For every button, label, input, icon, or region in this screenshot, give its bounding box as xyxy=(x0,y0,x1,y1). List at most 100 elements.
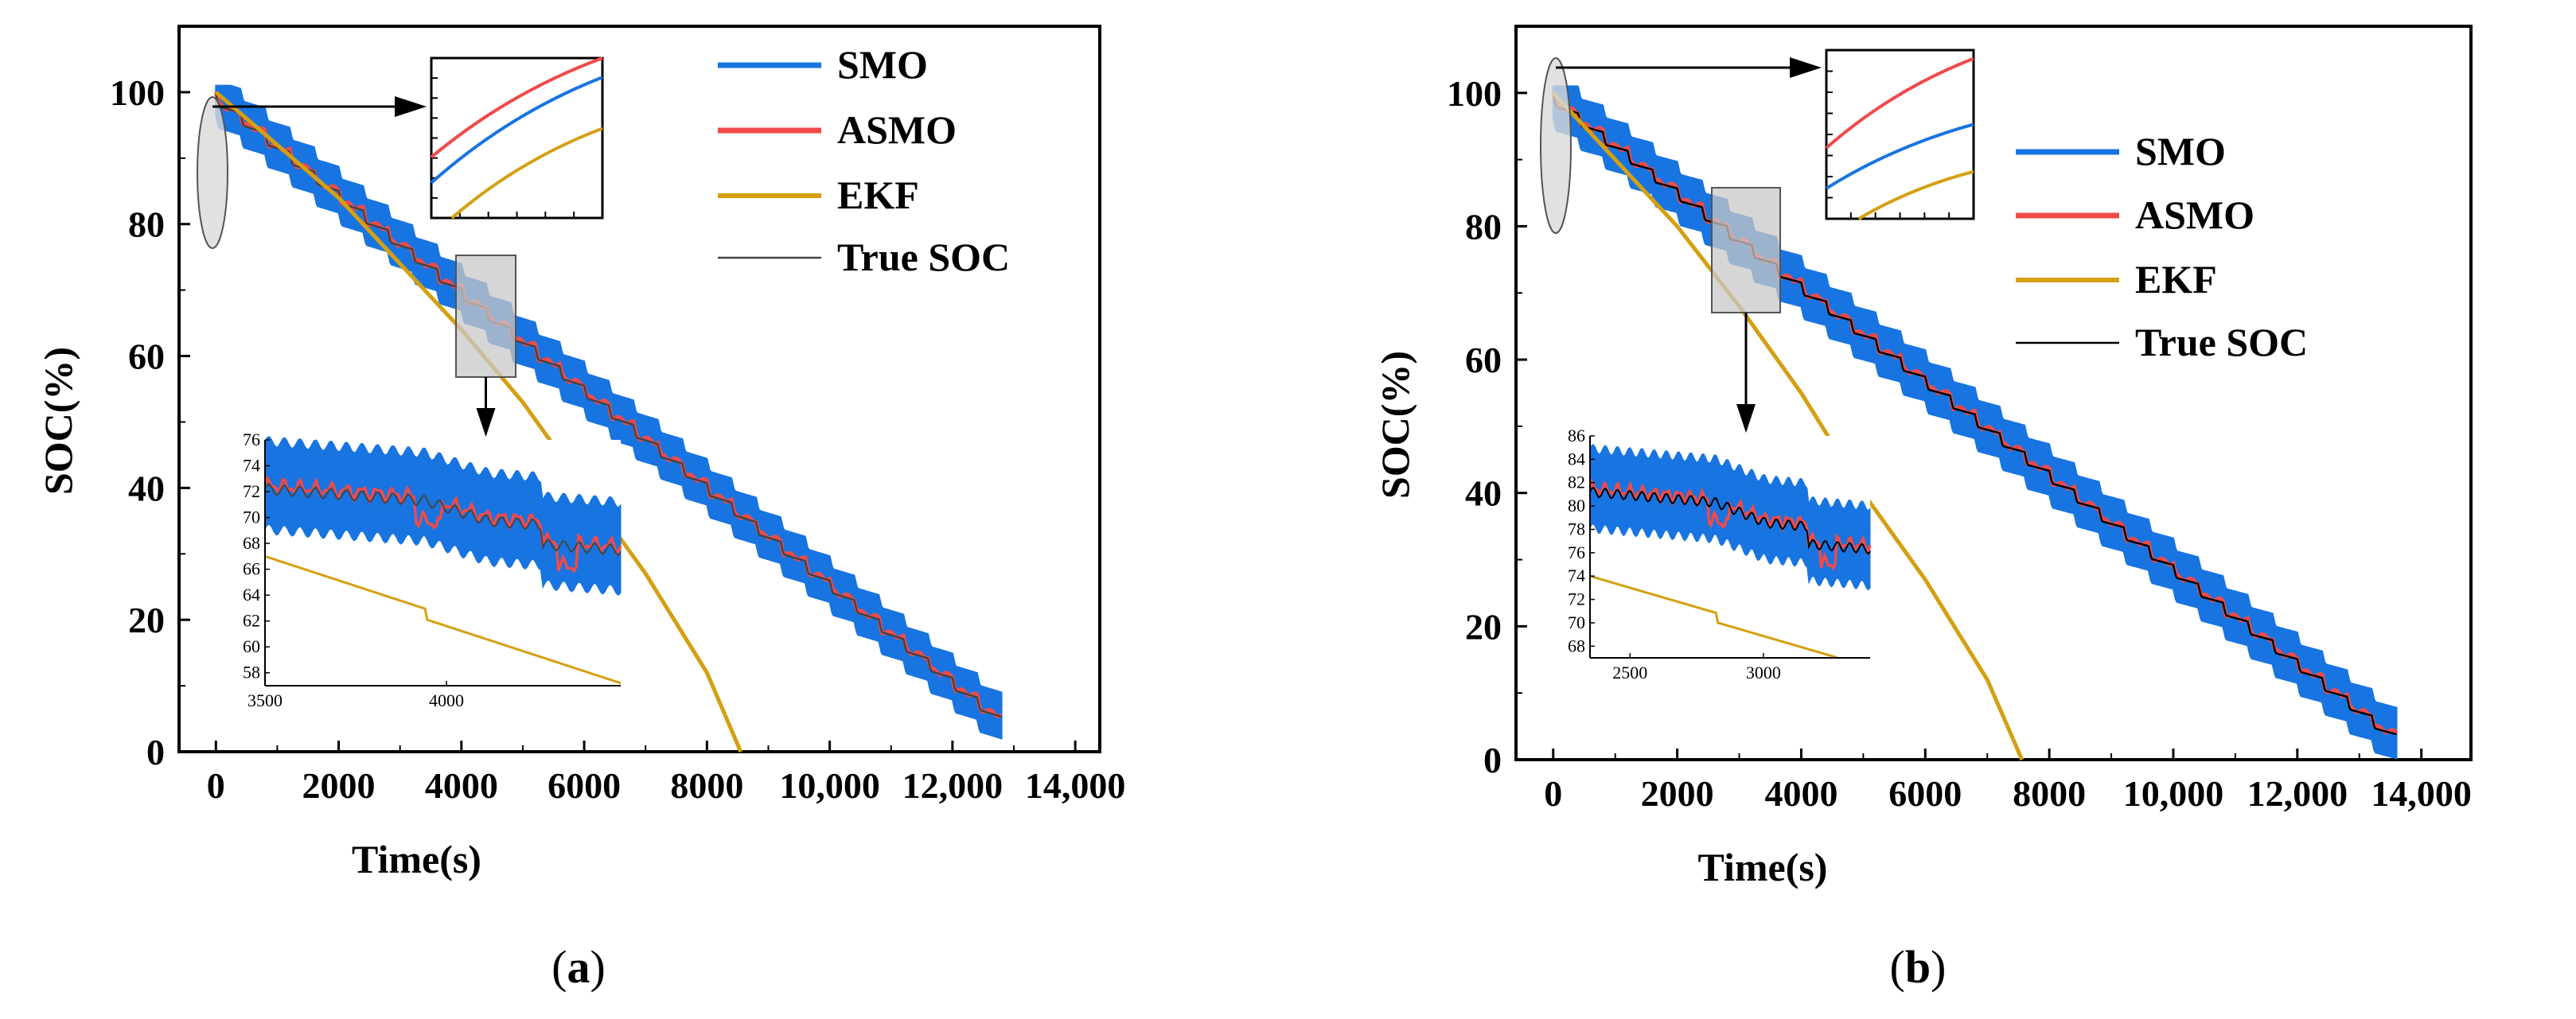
plot-frame xyxy=(1514,25,2473,761)
legend: SMO ASMO EKF True SOC xyxy=(2016,129,2308,364)
x-tick-label: 6000 xyxy=(1888,773,1962,814)
inset-ekf-curve xyxy=(450,126,603,220)
y-tick-label: 20 xyxy=(1465,606,1502,647)
y-tick-label: 80 xyxy=(128,204,165,245)
y-tick-label: 40 xyxy=(1465,473,1502,514)
zoom-arrowhead xyxy=(395,96,427,117)
x-tick-label: 4000 xyxy=(425,765,498,806)
zoom-region-box xyxy=(1711,187,1781,313)
inset-x-tick-label: 3500 xyxy=(247,690,283,710)
chart-panel-b: 0 2000 4000 6000 8000 10,000 12,000 14,000 0 20 40… xyxy=(1373,25,2473,993)
start-highlight-ellipse xyxy=(1540,57,1572,234)
panel-caption: (b) xyxy=(1890,941,1947,993)
x-tick-label: 0 xyxy=(207,765,225,806)
x-axis-label: Time(s) xyxy=(1698,845,1828,889)
caption-close: ) xyxy=(590,941,606,993)
y-tick-label: 0 xyxy=(1483,740,1502,780)
inset-ekf-line xyxy=(1589,574,1837,659)
y-tick-label: 100 xyxy=(1447,73,1502,114)
legend-label: EKF xyxy=(2135,257,2217,301)
ekf-line xyxy=(1551,91,2025,760)
legend-label: SMO xyxy=(2135,129,2226,173)
inset-smo-curve xyxy=(1825,123,1974,190)
x-tick-label: 6000 xyxy=(548,765,621,806)
zoom-region-box xyxy=(455,255,516,378)
inset-y-tick-label: 70 xyxy=(243,508,260,527)
inset-smo-curve xyxy=(430,76,603,185)
x-tick-label: 0 xyxy=(1544,773,1562,814)
inset-y-tick-label: 72 xyxy=(1568,589,1585,609)
x-tick-label: 12,000 xyxy=(2247,773,2348,814)
x-tick-label: 14,000 xyxy=(2371,773,2472,814)
caption-open: ( xyxy=(551,941,567,993)
inset-ekf-line xyxy=(264,554,622,685)
legend-label: True SOC xyxy=(837,235,1010,279)
x-tick-label: 8000 xyxy=(2013,773,2086,814)
zoom-down-arrowhead xyxy=(1736,404,1756,433)
y-axis-label: SOC(%) xyxy=(1373,351,1417,499)
x-tick-label: 4000 xyxy=(1764,773,1837,814)
y-axis-label: SOC(%) xyxy=(36,347,80,495)
inset-y-tick-label: 68 xyxy=(1568,636,1585,655)
true-soc-line xyxy=(1552,94,2397,736)
inset-ekf-curve xyxy=(1857,169,1974,220)
inset-y-tick-label: 76 xyxy=(1568,543,1585,562)
start-detail-inset xyxy=(1825,49,1975,220)
start-highlight-ellipse xyxy=(197,96,228,249)
inset-asmo-curve xyxy=(430,56,603,159)
inset-y-tick-label: 82 xyxy=(1568,473,1585,492)
x-tick-label: 12,000 xyxy=(902,765,1004,806)
start-detail-inset xyxy=(430,56,604,220)
inset-x-tick-label: 3000 xyxy=(1746,663,1781,683)
legend-label: SMO xyxy=(837,42,928,87)
inset-y-tick-label: 64 xyxy=(243,585,260,605)
inset-y-tick-label: 70 xyxy=(1568,613,1585,632)
zoom-inset: 58 60 62 64 66 68 70 72 74 76 3500 4000 xyxy=(243,430,622,710)
caption-open: ( xyxy=(1890,941,1905,993)
inset-y-tick-label: 78 xyxy=(1568,519,1585,539)
y-tick-label: 0 xyxy=(146,732,165,772)
y-tick-label: 60 xyxy=(1465,340,1502,380)
zoom-arrowhead xyxy=(1790,57,1822,78)
legend: SMO ASMO EKF True SOC xyxy=(718,42,1010,279)
inset-y-tick-label: 80 xyxy=(1568,496,1585,515)
inset-y-tick-label: 76 xyxy=(243,430,260,449)
legend-label: True SOC xyxy=(2135,320,2308,364)
inset-smo-band xyxy=(264,436,622,596)
x-tick-label: 2000 xyxy=(302,765,376,806)
caption-close: ) xyxy=(1931,941,1946,993)
inset-y-tick-label: 72 xyxy=(243,481,260,501)
inset-y-tick-label: 84 xyxy=(1568,449,1585,469)
x-tick-label: 2000 xyxy=(1641,773,1714,814)
zoom-down-arrowhead xyxy=(476,408,496,437)
inset-y-tick-label: 74 xyxy=(243,456,260,476)
inset-asmo-curve xyxy=(1825,56,1974,150)
y-tick-label: 40 xyxy=(128,468,165,508)
x-tick-label: 8000 xyxy=(670,765,743,806)
x-tick-label: 10,000 xyxy=(779,765,880,806)
inset-y-tick-label: 62 xyxy=(243,611,260,631)
chart-panel-a: 0 2000 4000 6000 8000 10,000 12,000 14,000 0 20 40… xyxy=(36,25,1126,993)
inset-true-line xyxy=(264,483,622,557)
inset-x-tick-label: 4000 xyxy=(429,690,464,710)
inset-y-tick-label: 66 xyxy=(243,559,260,579)
panel-caption: (a) xyxy=(551,941,606,993)
caption-letter: b xyxy=(1905,941,1931,993)
inset-y-tick-label: 74 xyxy=(1568,566,1585,585)
x-axis-label: Time(s) xyxy=(352,837,481,881)
y-tick-label: 100 xyxy=(110,72,165,113)
legend-label: EKF xyxy=(837,173,919,217)
legend-label: ASMO xyxy=(837,107,957,152)
inset-smo-band xyxy=(1589,444,1871,591)
inset-y-tick-label: 86 xyxy=(1568,426,1585,445)
inset-y-tick-label: 58 xyxy=(243,663,260,683)
inset-y-tick-label: 68 xyxy=(243,533,260,553)
caption-letter: a xyxy=(567,941,590,993)
inset-y-tick-label: 60 xyxy=(243,636,260,656)
legend-label: ASMO xyxy=(2135,193,2254,237)
zoom-inset: 68 70 72 74 76 78 80 82 84 86 2500 3000 xyxy=(1568,426,1872,683)
x-tick-label: 14,000 xyxy=(1025,765,1126,806)
inset-x-tick-label: 2500 xyxy=(1612,663,1647,683)
y-tick-label: 60 xyxy=(128,336,165,377)
